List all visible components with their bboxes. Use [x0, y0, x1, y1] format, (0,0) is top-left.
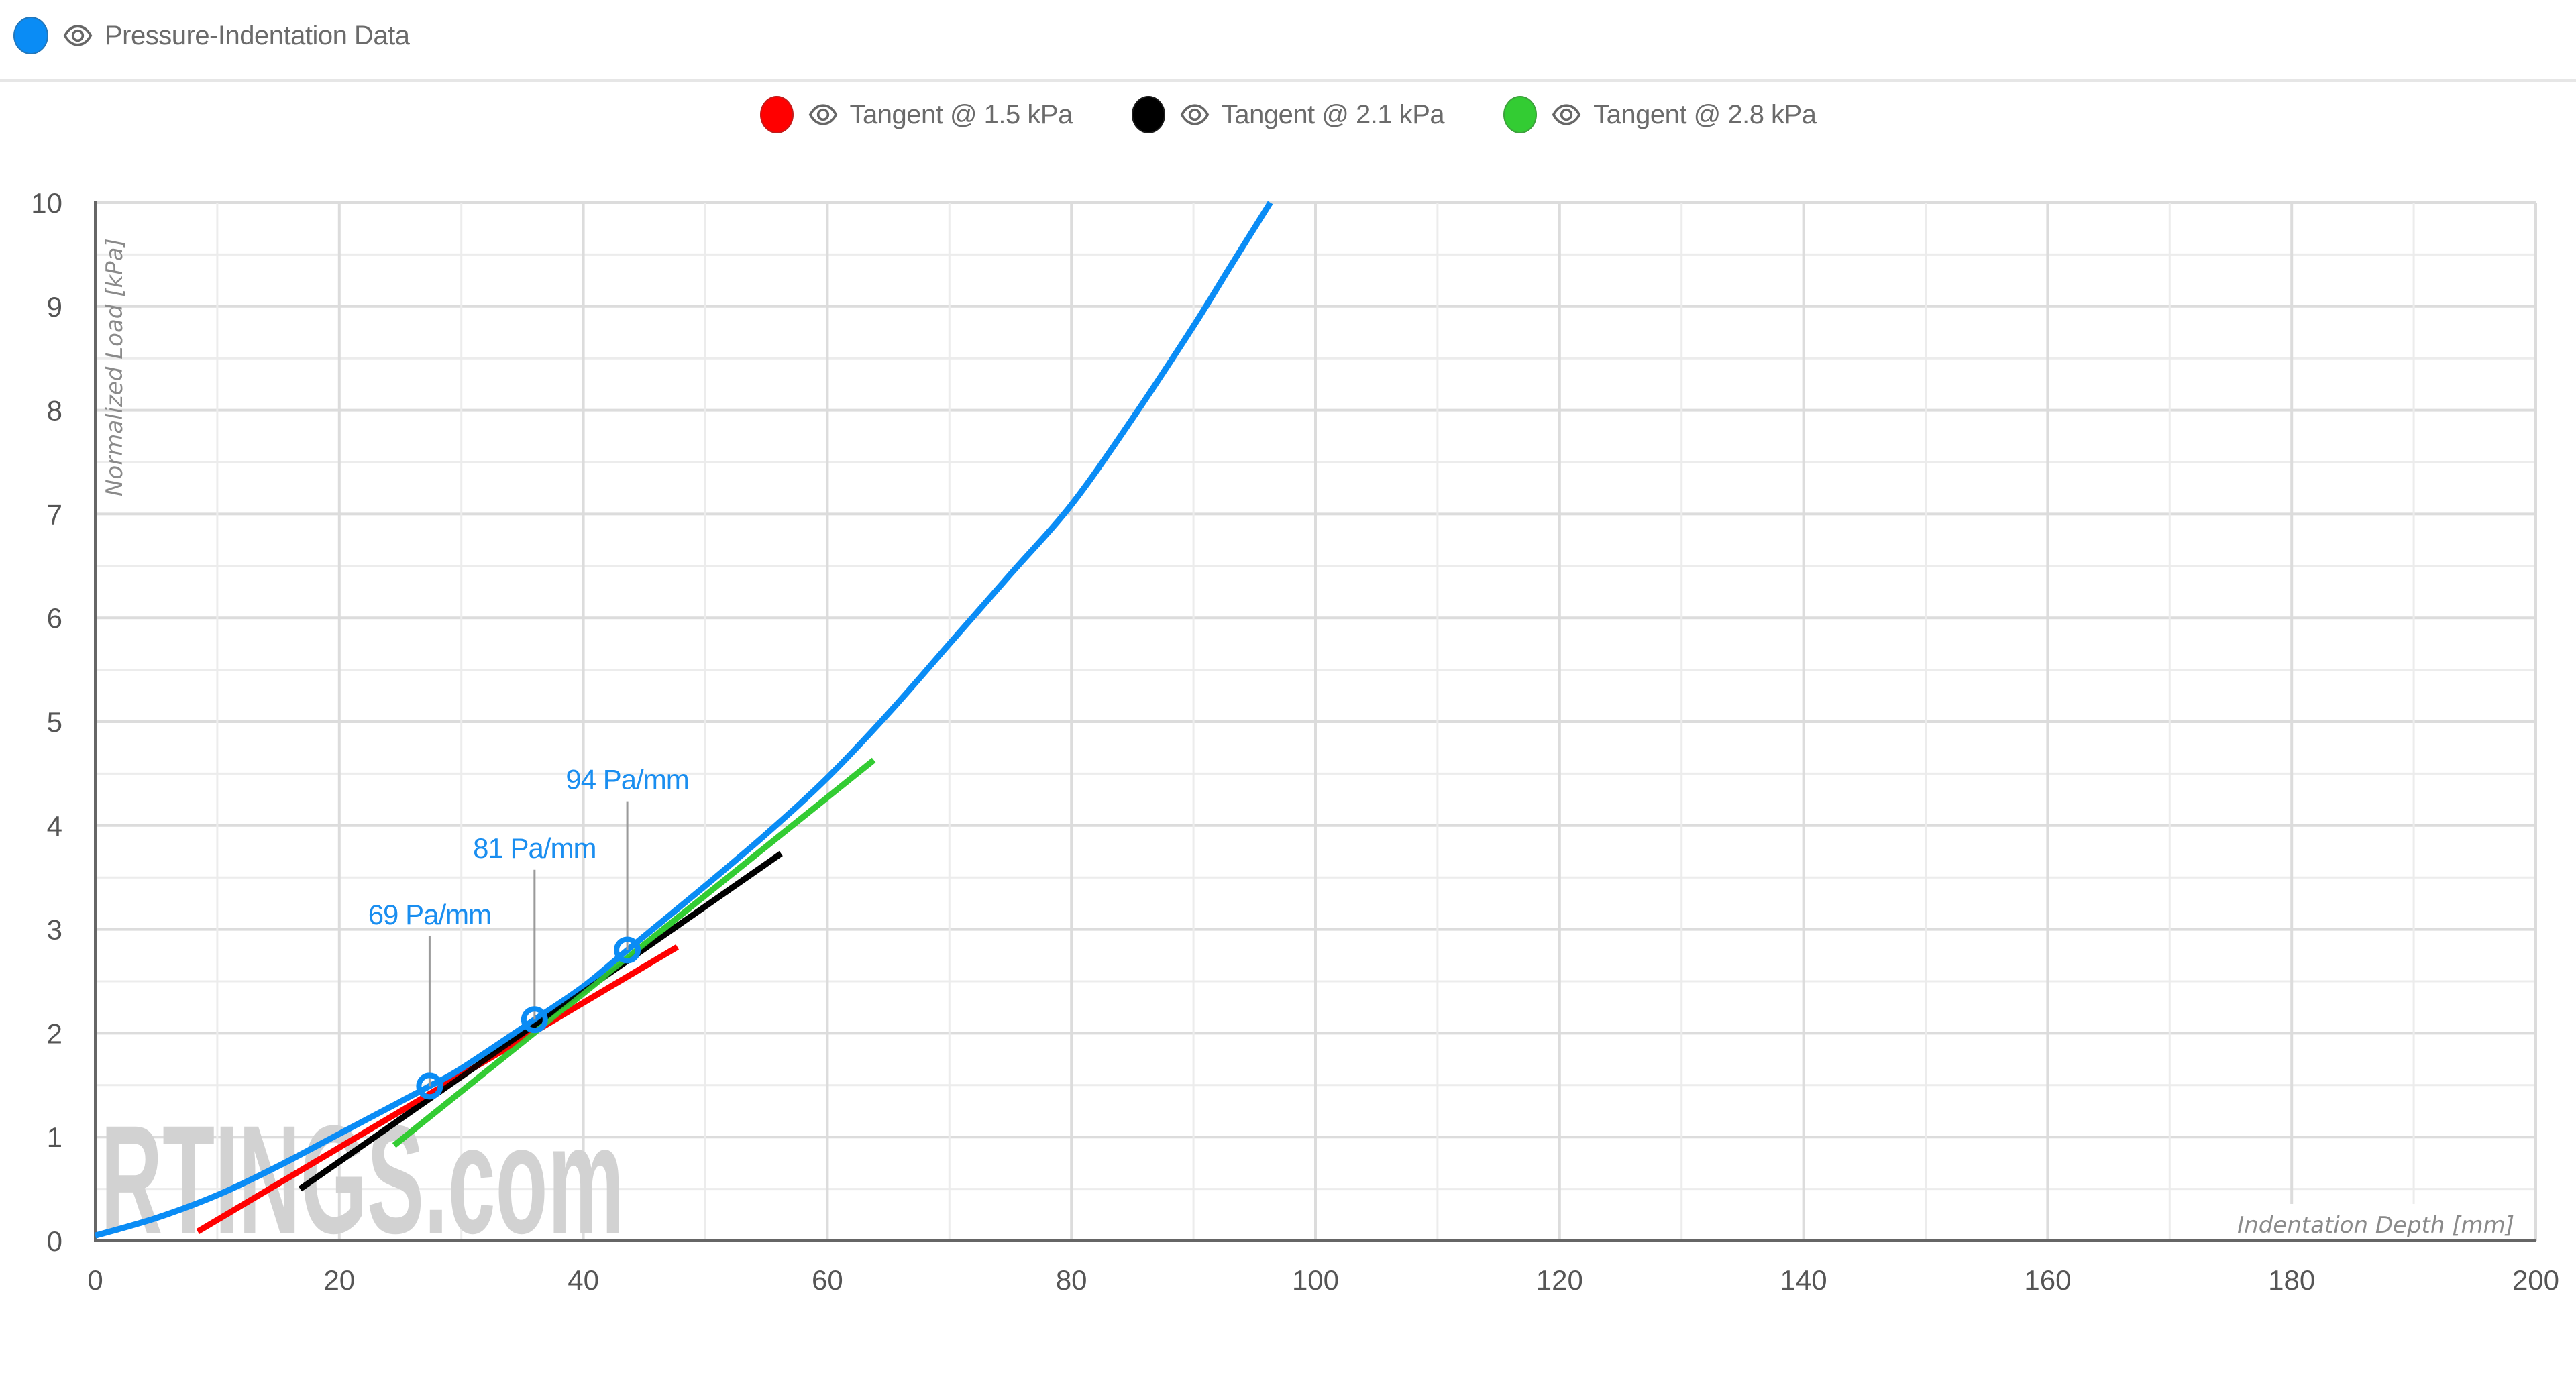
- legend-color-dot: [1503, 96, 1538, 133]
- x-tick-label: 200: [2512, 1264, 2559, 1296]
- data-point-marker: [614, 936, 641, 964]
- y-axis-title: Normalized Load [kPa]: [101, 238, 128, 496]
- legend-label: Tangent @ 2.1 kPa: [1221, 99, 1445, 129]
- x-tick-label: 20: [323, 1264, 355, 1296]
- y-tick-label: 2: [47, 1017, 62, 1049]
- y-tick-label: 8: [47, 395, 62, 427]
- data-point-marker: [521, 1006, 548, 1034]
- y-tick-label: 4: [47, 810, 62, 842]
- grid-lines: [94, 201, 2537, 1242]
- y-tick-label: 3: [47, 914, 62, 946]
- data-point-marker: [416, 1072, 443, 1100]
- annotations: 69 Pa/mm 81 Pa/mm 94 Pa/mm: [368, 764, 690, 1100]
- series-label: Pressure-Indentation Data: [105, 20, 410, 50]
- annotation-label: 94 Pa/mm: [566, 764, 688, 795]
- pressure-indentation-curve: [94, 201, 1273, 1239]
- x-tick-label: 80: [1056, 1264, 1087, 1296]
- axes: [94, 201, 2536, 1242]
- y-axis-ticks: 0 1 2 3 4 5 6 7 8 9 10: [31, 187, 62, 1257]
- y-tick-label: 7: [47, 498, 62, 530]
- x-axis-title: Indentation Depth [mm]: [2237, 1212, 2514, 1239]
- y-tick-label: 9: [47, 291, 62, 323]
- x-tick-label: 160: [2024, 1264, 2071, 1296]
- x-tick-label: 140: [1780, 1264, 1827, 1296]
- x-tick-label: 120: [1536, 1264, 1583, 1296]
- y-tick-label: 10: [31, 187, 62, 219]
- y-tick-label: 6: [47, 602, 62, 634]
- eye-icon[interactable]: [1180, 100, 1210, 129]
- chart-header: Pressure-Indentation Data: [0, 0, 2576, 82]
- eye-icon[interactable]: [808, 100, 838, 129]
- legend-color-dot: [1131, 96, 1165, 133]
- legend-label: Tangent @ 1.5 kPa: [849, 99, 1073, 129]
- legend: Tangent @ 1.5 kPa Tangent @ 2.1 kPa Tang…: [0, 94, 2576, 135]
- x-tick-label: 40: [568, 1264, 599, 1296]
- x-tick-label: 0: [87, 1264, 103, 1296]
- y-tick-label: 1: [47, 1121, 62, 1153]
- x-tick-label: 180: [2268, 1264, 2315, 1296]
- legend-item-tangent-2-1[interactable]: Tangent @ 2.1 kPa: [1131, 94, 1445, 135]
- series-color-dot: [13, 17, 48, 54]
- series-toggle-pressure-indentation[interactable]: Pressure-Indentation Data: [13, 15, 410, 56]
- x-tick-label: 100: [1292, 1264, 1339, 1296]
- legend-item-tangent-1-5[interactable]: Tangent @ 1.5 kPa: [759, 94, 1073, 135]
- tangent-line-overlay: [392, 758, 875, 1148]
- annotation-label: 81 Pa/mm: [473, 832, 596, 864]
- legend-color-dot: [759, 96, 794, 133]
- y-tick-label: 5: [47, 706, 62, 738]
- legend-label: Tangent @ 2.8 kPa: [1593, 99, 1817, 129]
- annotation-label: 69 Pa/mm: [368, 899, 491, 930]
- legend-item-tangent-2-8[interactable]: Tangent @ 2.8 kPa: [1503, 94, 1817, 135]
- eye-icon[interactable]: [63, 21, 93, 50]
- y-tick-label: 0: [47, 1225, 62, 1257]
- x-axis-ticks: 0 20 40 60 80 100 120 140 160 180 200: [87, 1264, 2559, 1296]
- eye-icon[interactable]: [1552, 100, 1581, 129]
- x-tick-label: 60: [812, 1264, 843, 1296]
- x-axis-title-bg: [2227, 1204, 2522, 1239]
- tangent-line-overlay: [299, 851, 783, 1191]
